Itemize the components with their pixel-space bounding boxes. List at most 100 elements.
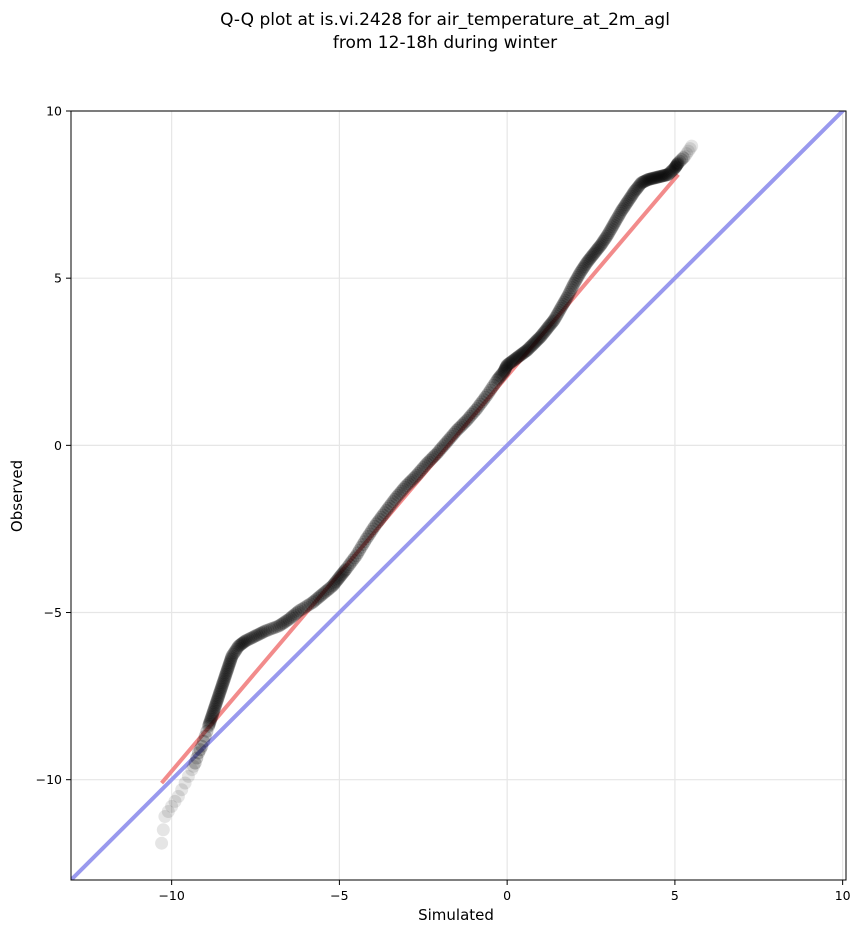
data-point [538,324,552,338]
data-point [575,263,589,277]
data-point [502,356,516,370]
data-point [214,681,228,695]
data-point [206,706,220,720]
data-point [216,676,230,690]
data-point [624,189,638,203]
y-tick-label: 5 [54,271,62,286]
data-point [536,327,550,341]
data-point [529,334,543,348]
data-point [231,641,245,655]
data-point [463,409,477,423]
data-point [221,661,235,675]
y-tick-label: 0 [54,438,62,453]
data-point [213,684,227,698]
data-point [297,601,311,615]
data-point [525,339,539,353]
data-point [596,234,610,248]
data-point [602,226,616,240]
data-point [681,144,695,158]
data-point [415,463,429,477]
data-point [669,160,682,174]
data-point [291,605,304,619]
data-point [562,287,576,301]
data-point [480,388,494,402]
data-point [329,575,343,589]
data-point [328,576,342,590]
data-point [633,177,647,191]
data-point [401,477,415,491]
data-point [215,679,229,693]
data-point [462,411,476,425]
data-point [217,674,231,688]
x-tick-label: −5 [330,888,348,903]
data-point [655,169,668,183]
data-point [621,194,635,208]
data-point [506,354,520,368]
data-point [473,397,487,411]
data-point [590,243,604,257]
data-point [156,823,170,837]
data-point [441,433,455,447]
data-point [226,647,240,661]
data-point [376,508,390,522]
data-point [354,540,368,554]
data-point [630,182,644,195]
data-point [373,513,387,526]
data-point [570,272,583,286]
data-point [558,294,572,307]
data-point [369,517,383,531]
x-axis-label: Simulated [418,906,494,924]
data-point [467,406,481,419]
data-point [223,656,237,670]
data-point [239,634,252,648]
data-point [294,603,308,616]
data-point [447,427,460,441]
data-point [643,172,657,186]
data-point [413,465,427,478]
data-point [517,346,531,360]
fit-line [160,173,680,785]
data-point [636,175,649,189]
data-point [398,480,412,494]
data-point [618,199,632,213]
data-point [435,441,449,455]
data-point [644,172,658,186]
data-point [524,340,538,354]
data-point [468,404,482,417]
data-point [430,447,444,461]
data-point [408,470,422,484]
data-point [678,149,692,163]
data-point [168,794,182,808]
data-point [247,630,261,644]
data-point [218,671,232,685]
data-point [660,168,674,182]
data-point [336,566,350,580]
data-point [604,222,618,236]
data-point [334,569,347,583]
data-point [421,455,435,469]
data-point [403,475,417,489]
data-point [410,468,424,482]
data-point [578,258,592,272]
data-point [270,620,284,634]
data-point [225,649,239,663]
data-point [482,386,496,400]
data-point [327,577,341,591]
data-point [202,719,216,733]
data-point [285,609,299,623]
data-point [671,157,685,171]
data-point [282,612,296,626]
data-point [668,161,682,175]
reference-lines [71,111,846,880]
data-point [211,693,224,706]
data-point [661,168,675,181]
data-point [546,314,560,328]
data-point [383,499,397,513]
x-tick-label: 5 [671,888,679,903]
data-point [438,437,452,451]
data-point [545,316,559,330]
data-point [208,701,222,715]
data-point [175,783,189,797]
data-point [280,613,294,627]
